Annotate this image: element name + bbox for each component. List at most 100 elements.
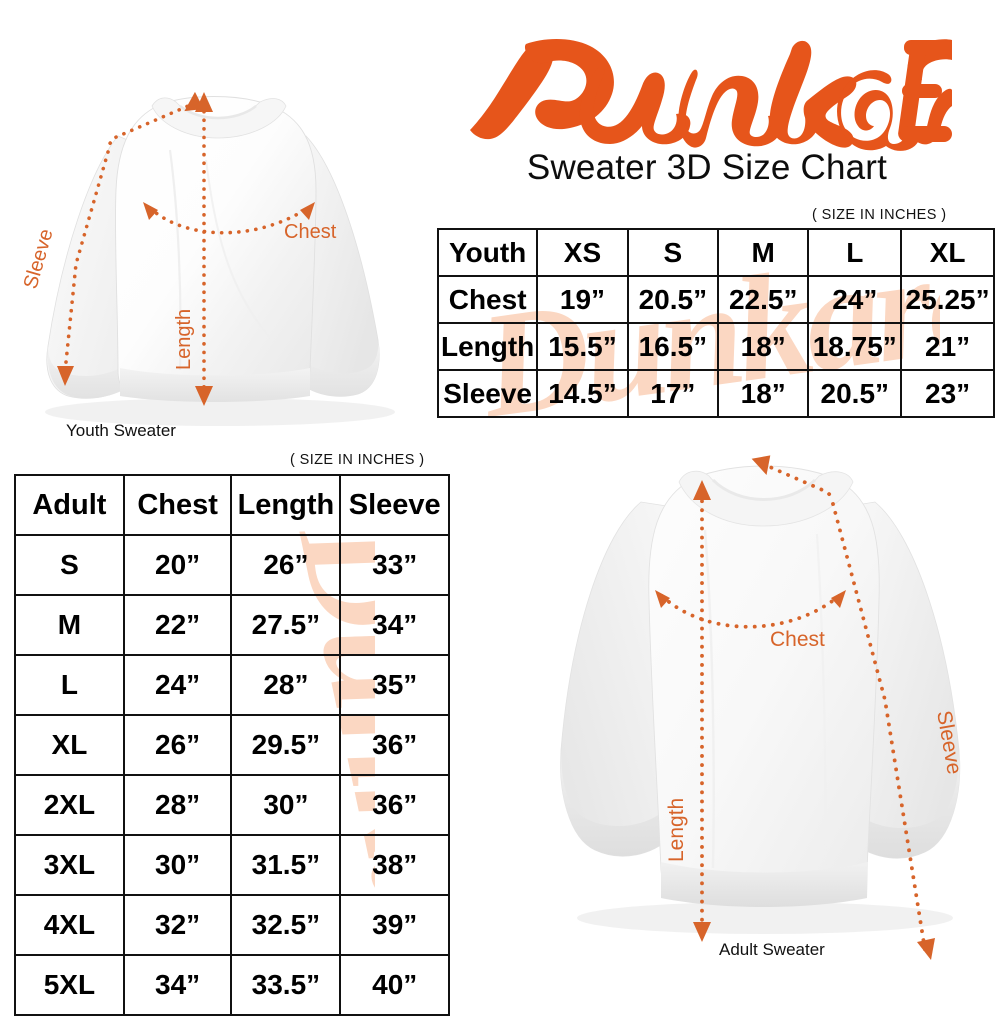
adult-sleeve-3xl: 38” <box>339 834 450 896</box>
youth-size-unit-note: ( SIZE IN INCHES ) <box>812 207 947 223</box>
table-row: M 22” 27.5” 34” <box>14 594 450 656</box>
youth-sweater-caption: Youth Sweater <box>66 421 176 440</box>
adult-arrow-heads <box>655 455 935 960</box>
youth-chest-xs: 19” <box>536 275 629 324</box>
adult-sleeve-4xl: 39” <box>339 894 450 956</box>
adult-chest-m: 22” <box>122 594 233 656</box>
youth-chest-s: 20.5” <box>626 275 720 324</box>
youth-header-l: L <box>807 228 903 277</box>
youth-chest-label: Chest <box>284 221 337 243</box>
table-row: 4XL 32” 32.5” 39” <box>14 894 450 956</box>
adult-chest-l: 24” <box>122 654 233 716</box>
youth-chest-l: 24” <box>807 275 903 324</box>
youth-row-label-length: Length <box>436 322 539 371</box>
adult-sweater-illustration: Chest Length Sleeve <box>560 455 966 960</box>
youth-sleeve-label: Sleeve <box>20 227 58 292</box>
adult-length-2xl: 30” <box>230 774 342 836</box>
youth-chest-xl: 25.25” <box>900 275 995 324</box>
adult-size-table: Adult Chest Length Sleeve S 20” 26” 33” … <box>14 474 450 1016</box>
adult-length-5xl: 33.5” <box>230 954 342 1016</box>
youth-header-xs: XS <box>536 228 629 277</box>
table-row: 5XL 34” 33.5” 40” <box>14 954 450 1016</box>
adult-chest-2xl: 28” <box>122 774 233 836</box>
table-row: XL 26” 29.5” 36” <box>14 714 450 776</box>
adult-length-m: 27.5” <box>230 594 342 656</box>
adult-header-sleeve: Sleeve <box>339 474 450 536</box>
adult-header-chest: Chest <box>122 474 233 536</box>
youth-sweater-illustration: Chest Length Sleeve <box>20 91 395 426</box>
adult-size-m: M <box>14 594 125 656</box>
adult-chest-xl: 26” <box>122 714 233 776</box>
adult-measure-lines <box>660 462 927 952</box>
youth-length-l: 18.75” <box>807 322 903 371</box>
youth-size-table: Youth XS S M L XL Chest 19” 20.5” 22.5” … <box>436 228 995 418</box>
adult-sleeve-m: 34” <box>339 594 450 656</box>
brand-logo <box>452 26 952 156</box>
adult-size-xl: XL <box>14 714 125 776</box>
adult-size-3xl: 3XL <box>14 834 125 896</box>
table-row: Sleeve 14.5” 17” 18” 20.5” 23” <box>436 369 995 418</box>
youth-arrow-heads <box>57 91 315 406</box>
youth-sweater-figure: Chest Length Sleeve <box>10 40 435 445</box>
youth-length-xs: 15.5” <box>536 322 629 371</box>
youth-sleeve-arrow-top <box>106 101 197 148</box>
youth-corner-label: Youth <box>436 228 539 277</box>
youth-length-label: Length <box>173 309 195 370</box>
adult-sleeve-l: 35” <box>339 654 450 716</box>
adult-length-xl: 29.5” <box>230 714 342 776</box>
adult-sweater-figure: Chest Length Sleeve <box>555 450 1000 990</box>
adult-chest-s: 20” <box>122 534 233 596</box>
adult-size-2xl: 2XL <box>14 774 125 836</box>
youth-header-xl: XL <box>900 228 995 277</box>
youth-chest-m: 22.5” <box>717 275 810 324</box>
adult-header-length: Length <box>230 474 342 536</box>
youth-sleeve-xl: 23” <box>900 369 995 418</box>
table-row: Length 15.5” 16.5” 18” 18.75” 21” <box>436 322 995 371</box>
table-row: 3XL 30” 31.5” 38” <box>14 834 450 896</box>
adult-chest-label: Chest <box>770 628 825 651</box>
youth-sleeve-s: 17” <box>626 369 720 418</box>
youth-sleeve-arrow-body <box>63 150 110 374</box>
adult-chest-curve <box>660 594 841 629</box>
adult-size-unit-note: ( SIZE IN INCHES ) <box>290 452 425 468</box>
adult-length-4xl: 32.5” <box>230 894 342 956</box>
youth-header-m: M <box>717 228 810 277</box>
adult-size-4xl: 4XL <box>14 894 125 956</box>
table-row: 2XL 28” 30” 36” <box>14 774 450 836</box>
adult-size-s: S <box>14 534 125 596</box>
adult-size-l: L <box>14 654 125 716</box>
adult-chest-3xl: 30” <box>122 834 233 896</box>
adult-sleeve-5xl: 40” <box>339 954 450 1016</box>
youth-row-label-chest: Chest <box>436 275 539 324</box>
adult-length-s: 26” <box>230 534 342 596</box>
adult-length-l: 28” <box>230 654 342 716</box>
adult-length-label: Length <box>665 798 688 862</box>
youth-sleeve-m: 18” <box>717 369 810 418</box>
youth-length-xl: 21” <box>900 322 995 371</box>
adult-size-5xl: 5XL <box>14 954 125 1016</box>
youth-length-s: 16.5” <box>626 322 720 371</box>
youth-length-m: 18” <box>717 322 810 371</box>
table-row-header: Adult Chest Length Sleeve <box>14 474 450 536</box>
page-title: Sweater 3D Size Chart <box>526 148 888 187</box>
adult-sleeve-2xl: 36” <box>339 774 450 836</box>
youth-row-label-sleeve: Sleeve <box>436 369 539 418</box>
adult-chest-4xl: 32” <box>122 894 233 956</box>
adult-sweater-caption: Adult Sweater <box>719 940 825 959</box>
table-row-header: Youth XS S M L XL <box>436 228 995 277</box>
youth-sleeve-xs: 14.5” <box>536 369 629 418</box>
youth-chest-curve <box>148 206 310 235</box>
youth-header-s: S <box>626 228 720 277</box>
adult-chest-5xl: 34” <box>122 954 233 1016</box>
adult-sleeve-s: 33” <box>339 534 450 596</box>
adult-sleeve-xl: 36” <box>339 714 450 776</box>
adult-header-size: Adult <box>14 474 125 536</box>
table-row: L 24” 28” 35” <box>14 654 450 716</box>
adult-length-3xl: 31.5” <box>230 834 342 896</box>
table-row: Chest 19” 20.5” 22.5” 24” 25.25” <box>436 275 995 324</box>
youth-measure-lines <box>63 101 310 397</box>
youth-sleeve-l: 20.5” <box>807 369 903 418</box>
adult-sleeve-arrow-body <box>831 502 927 952</box>
table-row: S 20” 26” 33” <box>14 534 450 596</box>
